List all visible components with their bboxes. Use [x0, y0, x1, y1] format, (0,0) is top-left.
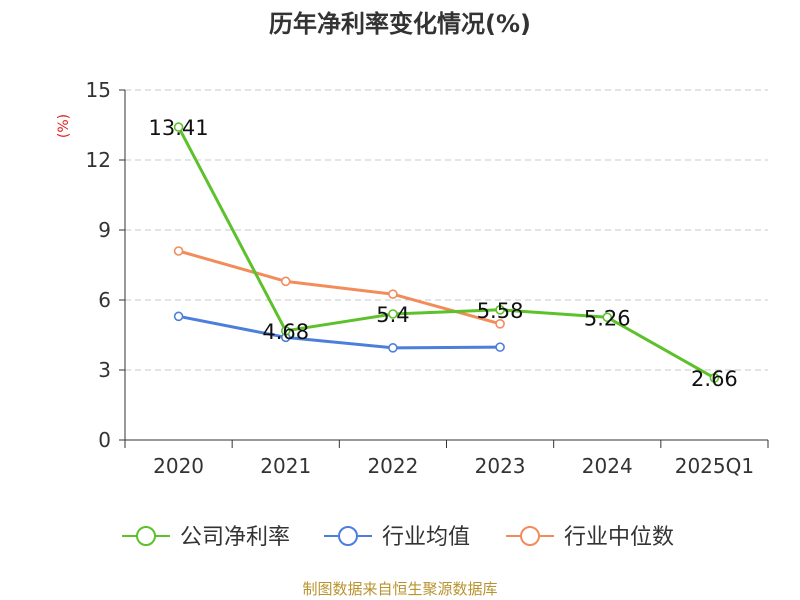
data-label-2: 5.4	[376, 303, 409, 327]
series-0-point-3	[495, 304, 505, 315]
data-label-layer: 13.41 4.68 5.4 5.58 5.26 2.66	[149, 116, 738, 391]
x-tick-label-0: 2020	[153, 454, 204, 478]
series-1-point-3	[495, 342, 505, 352]
legend-label-1: 行业均值	[382, 525, 470, 550]
x-tick-label-2: 2022	[367, 454, 418, 478]
legend-marker-1	[338, 526, 358, 546]
data-label-0: 13.41	[149, 116, 209, 140]
data-label-1: 4.68	[262, 320, 309, 344]
legend-marker-2	[520, 526, 540, 546]
series-1-point-2	[388, 343, 398, 353]
x-tick-label-3: 2023	[475, 454, 526, 478]
series-0-point-4	[602, 312, 613, 323]
legend-marker-0	[136, 526, 156, 546]
series-0-point-5	[709, 373, 720, 383]
source-note: 制图数据来自恒生聚源数据库	[302, 580, 497, 598]
y-tick-label-1: 3	[98, 358, 111, 382]
series-0-point-0	[173, 122, 184, 132]
series-line-2	[178, 249, 501, 326]
y-tick-label-4: 12	[86, 148, 111, 172]
series-line-1	[178, 314, 501, 350]
legend: 公司净利率 行业均值 行业中位数	[122, 525, 674, 550]
data-label-4: 5.26	[584, 306, 631, 330]
series-1-point-0	[173, 311, 184, 322]
y-axis-label: (%)	[56, 114, 72, 138]
series-line-0	[177, 126, 716, 380]
y-tick-label-5: 15	[86, 78, 111, 102]
grid-layer	[125, 89, 768, 371]
axis-layer: 0 3 6 9 12 15 2020 2021 2022 2023 2024 2025Q1	[86, 78, 769, 478]
x-tick-label-1: 2021	[260, 454, 311, 478]
series-layer	[173, 122, 720, 383]
series-2-point-0	[173, 246, 184, 256]
data-label-5: 2.66	[691, 367, 738, 391]
chart-title: 历年净利率变化情况(%)	[269, 10, 531, 38]
series-2-point-2	[388, 289, 398, 299]
y-tick-label-3: 9	[98, 218, 111, 242]
series-0-point-2	[388, 309, 398, 319]
y-tick-label-2: 6	[98, 288, 111, 312]
legend-label-0: 公司净利率	[180, 525, 290, 550]
data-label-3: 5.58	[477, 299, 524, 323]
y-tick-label-0: 0	[98, 428, 111, 452]
x-tick-label-4: 2024	[582, 454, 633, 478]
series-2-point-1	[280, 276, 291, 287]
x-tick-label-5: 2025Q1	[675, 454, 754, 478]
series-2-point-3	[495, 318, 505, 329]
legend-label-2: 行业中位数	[564, 525, 674, 550]
series-0-point-1	[280, 325, 291, 336]
